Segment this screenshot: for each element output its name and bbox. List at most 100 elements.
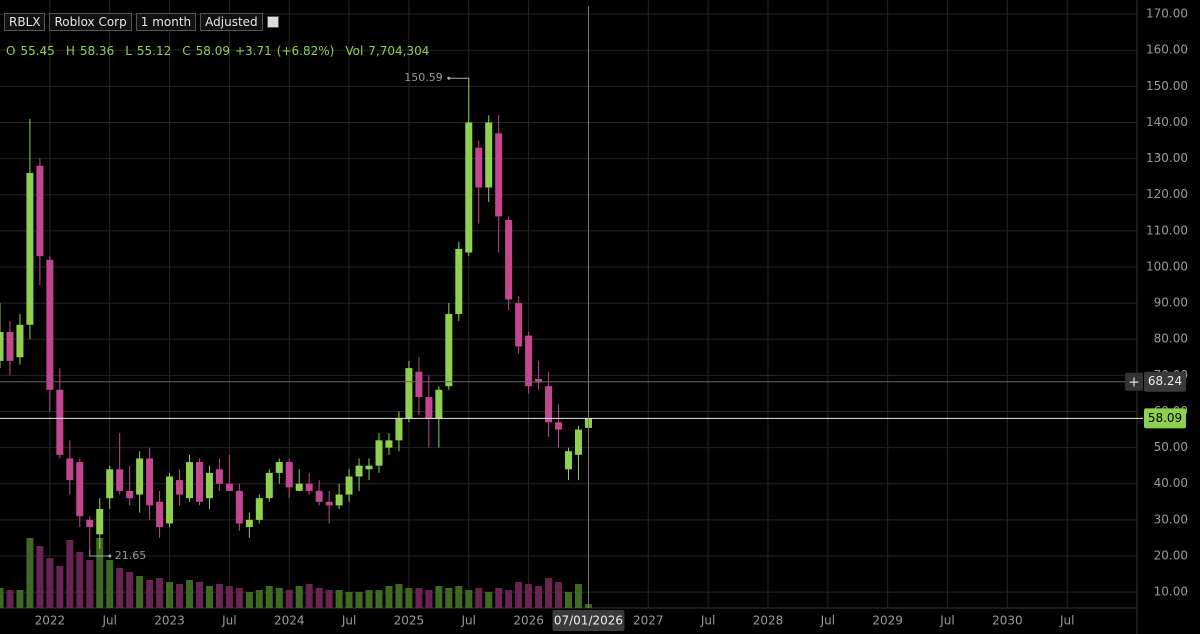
candle-body <box>16 324 24 358</box>
cursor-price-box <box>1144 371 1186 392</box>
add-button[interactable] <box>1125 372 1143 391</box>
candle-body <box>415 371 423 398</box>
candle-body <box>225 483 233 491</box>
x-tick-label: Jul <box>221 614 236 628</box>
candle-body <box>505 220 513 300</box>
candle-body <box>465 122 473 253</box>
volume-bar <box>156 578 164 608</box>
candle-body <box>345 476 353 495</box>
candle-body <box>485 122 493 188</box>
volume-bar <box>176 584 184 608</box>
x-tick-label: Jul <box>341 614 356 628</box>
adjustment[interactable]: Adjusted <box>200 13 263 31</box>
candle-body <box>375 440 383 466</box>
y-tick-label: 160.00 <box>1146 43 1188 57</box>
candle-body <box>295 483 303 491</box>
volume-bar <box>215 584 223 608</box>
volume-bar <box>36 546 44 608</box>
y-tick-label: 80.00 <box>1154 332 1188 346</box>
candle-body <box>116 469 124 491</box>
x-tick-label: 2029 <box>872 614 903 628</box>
ohlc-bar: O 55.45 H 58.36 L 55.12 C 58.09 +3.71 (+… <box>6 44 429 58</box>
open-label: O <box>6 44 16 58</box>
symbol-bar: RBLX Roblox Corp 1 month Adjusted <box>4 13 279 31</box>
volume-bar <box>245 592 253 608</box>
x-tick-label: Jul <box>700 614 715 628</box>
high-value: 58.36 <box>79 44 115 58</box>
volume-bar <box>76 552 84 608</box>
volume-bar <box>555 582 563 608</box>
candle-body <box>285 462 293 488</box>
y-tick-label: 150.00 <box>1146 79 1188 93</box>
low-label: L <box>125 44 132 58</box>
x-tick-label: 2025 <box>394 614 425 628</box>
candle-body <box>475 147 483 188</box>
y-tick-label: 100.00 <box>1146 259 1188 273</box>
x-tick-label: 2028 <box>753 614 784 628</box>
y-tick-label: 10.00 <box>1154 585 1188 599</box>
symbol[interactable]: RBLX <box>4 13 46 31</box>
x-tick-label: 2023 <box>154 614 185 628</box>
volume-bar <box>116 568 124 608</box>
high-marker-line <box>448 77 470 85</box>
x-tick-label: Jul <box>461 614 476 628</box>
candle-body <box>435 389 443 419</box>
volume-bar <box>46 558 54 608</box>
volume-bar <box>435 586 443 608</box>
volume-bar <box>375 590 383 608</box>
volume-bar <box>475 588 483 608</box>
volume-bar <box>106 560 114 608</box>
volume-bar <box>16 590 24 608</box>
volume-bar <box>525 584 533 608</box>
candle-body <box>166 476 174 524</box>
candle-body <box>574 429 582 455</box>
low-marker-line <box>89 550 110 557</box>
change-pct: (+6.82%) <box>276 44 335 58</box>
y-tick-label: 140.00 <box>1146 115 1188 129</box>
interval[interactable]: 1 month <box>135 13 197 31</box>
y-tick-label: 30.00 <box>1154 512 1188 526</box>
y-tick-label: 90.00 <box>1154 296 1188 310</box>
candle-body <box>395 418 403 441</box>
volume-bar <box>315 588 323 608</box>
low-marker-dot <box>108 554 112 558</box>
volume-bar <box>465 590 473 608</box>
change: +3.71 <box>235 44 272 58</box>
candle-body <box>275 462 283 473</box>
volume-bar <box>325 590 333 608</box>
candle-body <box>235 490 243 524</box>
candle-body <box>66 458 74 481</box>
last-price-box <box>1144 408 1186 429</box>
x-tick-label: Jul <box>939 614 954 628</box>
candle-body <box>405 368 413 419</box>
volume-bar <box>6 590 14 608</box>
volume-label: Vol <box>345 44 364 58</box>
volume-bar <box>305 584 313 608</box>
volume-bar <box>445 588 453 608</box>
candle-body <box>335 494 343 506</box>
x-tick-label: 2024 <box>274 614 305 628</box>
volume-bar <box>495 588 503 608</box>
y-tick-label: 130.00 <box>1146 151 1188 165</box>
menu-icon[interactable] <box>266 16 279 28</box>
y-tick-label: 110.00 <box>1146 223 1188 237</box>
volume-bar <box>96 538 104 608</box>
high-marker-dot <box>447 76 451 80</box>
x-tick-label: 2027 <box>633 614 664 628</box>
candle-body <box>86 519 94 528</box>
y-tick-label: 20.00 <box>1154 548 1188 562</box>
volume-bar <box>235 588 243 608</box>
x-tick-label: 2026 <box>513 614 544 628</box>
candle-body <box>525 335 533 387</box>
y-tick-label: 50.00 <box>1154 440 1188 454</box>
high-label: 150.59 <box>404 71 443 84</box>
volume-bar <box>225 586 233 608</box>
candle-body <box>305 483 313 491</box>
y-tick-label: 120.00 <box>1146 187 1188 201</box>
crosshair-label: 07/01/2026 <box>554 614 623 628</box>
company-name: Roblox Corp <box>49 13 132 31</box>
y-tick-label: 170.00 <box>1146 7 1188 21</box>
volume-bar <box>146 580 154 608</box>
candle-body <box>445 313 453 387</box>
